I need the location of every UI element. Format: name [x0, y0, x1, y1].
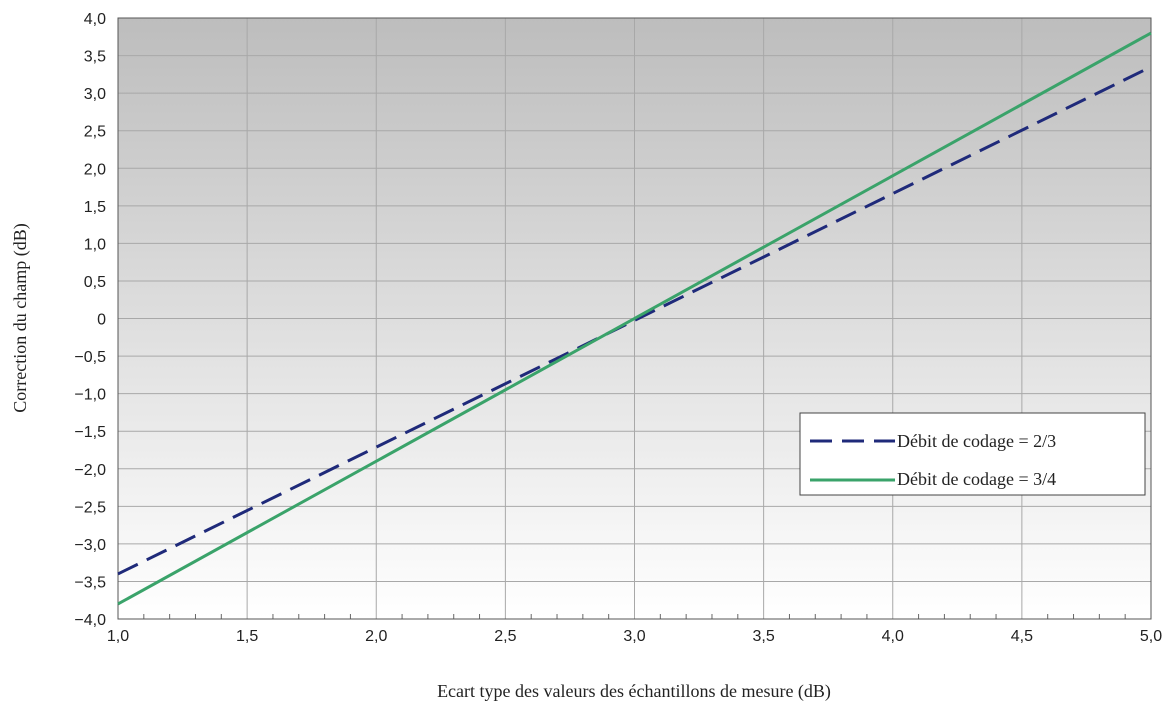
y-tick-label: −4,0: [74, 612, 106, 629]
y-tick-label: −1,0: [74, 387, 106, 404]
y-tick-label: 3,0: [84, 86, 106, 103]
x-tick-label: 5,0: [1140, 628, 1162, 645]
y-tick-label: −3,0: [74, 537, 106, 554]
plot-border: [117, 17, 1152, 620]
x-tick-label: 2,0: [365, 628, 387, 645]
x-axis-title: Ecart type des valeurs des échantillons …: [437, 681, 831, 702]
x-tick-label: 4,5: [1011, 628, 1033, 645]
legend-label-2-3: Débit de codage = 2/3: [897, 431, 1056, 451]
y-tick-label: −3,5: [74, 574, 106, 591]
x-tick-labels: 1,0 1,5 2,0 2,5 3,0 3,5 4,0 4,5 5,0: [107, 628, 1162, 645]
x-tick-label: 3,5: [753, 628, 775, 645]
x-tick-label: 2,5: [494, 628, 516, 645]
y-tick-label: 1,5: [84, 199, 106, 216]
y-tick-label: 2,5: [84, 124, 106, 141]
legend: Débit de codage = 2/3 Débit de codage = …: [799, 412, 1146, 496]
x-tick-label: 3,0: [623, 628, 645, 645]
y-tick-label: 1,0: [84, 236, 106, 253]
series-line-3-4: [117, 31, 1152, 606]
series-layer: [117, 31, 1152, 606]
legend-label-3-4: Débit de codage = 3/4: [897, 469, 1056, 489]
x-tick-label: 1,0: [107, 628, 129, 645]
y-tick-label: −1,5: [74, 424, 106, 441]
y-tick-labels: 4,0 3,5 3,0 2,5 2,0 1,5 1,0 0,5 0 −0,5 −1,0 −1,5 −2,…: [74, 11, 106, 629]
y-tick-label: 0,5: [84, 274, 106, 291]
y-tick-label: 4,0: [84, 11, 106, 28]
y-tick-label: −0,5: [74, 349, 106, 366]
y-tick-label: 3,5: [84, 49, 106, 66]
y-tick-label: −2,5: [74, 499, 106, 516]
minor-ticks: [143, 614, 1126, 619]
x-tick-label: 4,0: [882, 628, 904, 645]
y-axis-title: Correction du champ (dB): [10, 223, 31, 412]
y-tick-label: 2,0: [84, 161, 106, 178]
y-tick-label: 0: [97, 312, 106, 329]
y-tick-label: −2,0: [74, 462, 106, 479]
x-tick-label: 1,5: [236, 628, 258, 645]
